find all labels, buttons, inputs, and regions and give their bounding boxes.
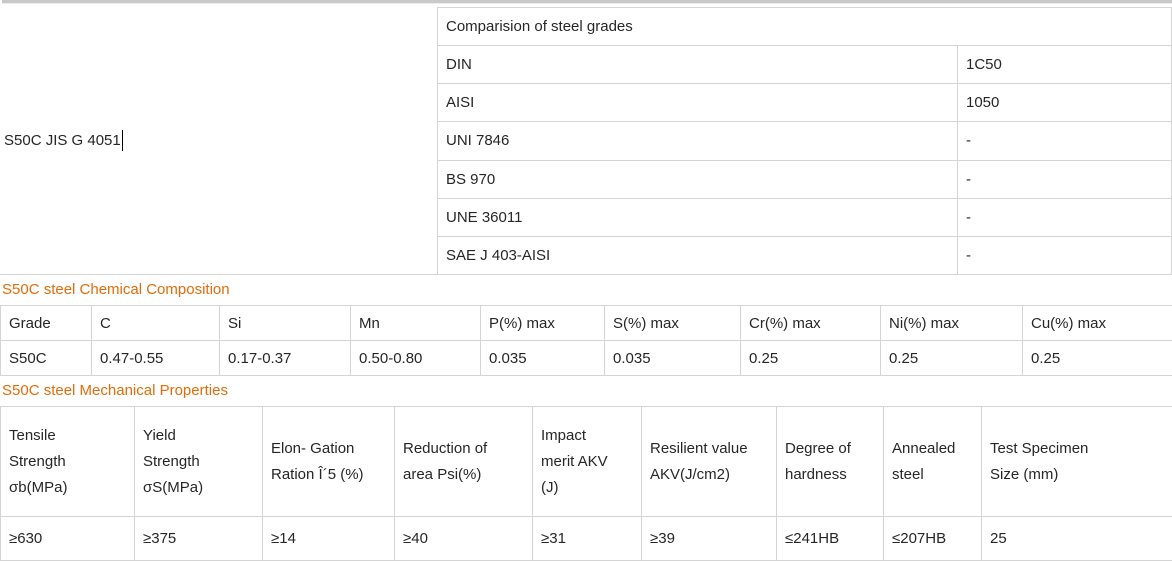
standard-label: UNE 36011 xyxy=(438,199,957,236)
table-header-cell: Si xyxy=(220,306,351,341)
top-edge-bar xyxy=(2,0,1172,4)
table-header-cell: Impact merit AKV (J) xyxy=(533,407,642,517)
standard-value: 1050 xyxy=(957,84,1171,121)
standard-label: AISI xyxy=(438,84,957,121)
standard-label: DIN xyxy=(438,46,957,83)
grades-table-title: Comparision of steel grades xyxy=(438,8,1171,45)
table-header-cell: Ni(%) max xyxy=(881,306,1023,341)
table-header-cell: Reduction of area Psi(%) xyxy=(395,407,533,517)
table-header-cell: Tensile Strength σb(MPa) xyxy=(1,407,135,517)
grade-name-cell[interactable]: S50C JIS G 4051 xyxy=(0,7,437,275)
standard-label: UNI 7846 xyxy=(438,122,957,159)
mechanical-properties-table: Tensile Strength σb(MPa) Yield Strength … xyxy=(0,406,1172,561)
table-cell: 0.47-0.55 xyxy=(92,341,220,376)
table-cell: 0.25 xyxy=(1023,341,1172,376)
table-header-cell: Cu(%) max xyxy=(1023,306,1172,341)
table-row: Grade C Si Mn P(%) max S(%) max Cr(%) ma… xyxy=(1,306,1172,341)
table-header-cell: Elon- Gation Ration Î´5 (%) xyxy=(263,407,395,517)
table-row: DIN 1C50 xyxy=(438,46,1171,84)
table-cell: 0.25 xyxy=(741,341,881,376)
chemical-composition-table: Grade C Si Mn P(%) max S(%) max Cr(%) ma… xyxy=(0,305,1172,376)
standard-label: BS 970 xyxy=(438,161,957,198)
table-cell: 0.035 xyxy=(481,341,605,376)
table-header-cell: Yield Strength σS(MPa) xyxy=(135,407,263,517)
table-header-cell: Test Specimen Size (mm) xyxy=(982,407,1172,517)
table-cell: 0.50-0.80 xyxy=(351,341,481,376)
table-row: Comparision of steel grades xyxy=(438,8,1171,46)
table-row: S50C 0.47-0.55 0.17-0.37 0.50-0.80 0.035… xyxy=(1,341,1172,376)
table-header-cell: Annealed steel xyxy=(884,407,982,517)
standard-value: - xyxy=(957,161,1171,198)
table-row: UNI 7846 - xyxy=(438,122,1171,160)
table-cell: S50C xyxy=(1,341,92,376)
text-caret xyxy=(122,130,124,151)
table-row: BS 970 - xyxy=(438,161,1171,199)
table-header-cell: Degree of hardness xyxy=(777,407,884,517)
standard-value: 1C50 xyxy=(957,46,1171,83)
standard-value: - xyxy=(957,237,1171,274)
table-row: UNE 36011 - xyxy=(438,199,1171,237)
table-cell: 0.17-0.37 xyxy=(220,341,351,376)
table-header-cell: C xyxy=(92,306,220,341)
table-header-cell: Resilient value AKV(J/cm2) xyxy=(642,407,777,517)
table-row: Tensile Strength σb(MPa) Yield Strength … xyxy=(1,407,1172,517)
standard-value: - xyxy=(957,199,1171,236)
table-header-cell: S(%) max xyxy=(605,306,741,341)
chemical-composition-heading: S50C steel Chemical Composition xyxy=(0,275,1172,305)
standard-value: - xyxy=(957,122,1171,159)
steel-grades-comparison-table: S50C JIS G 4051 Comparision of steel gra… xyxy=(0,7,1172,275)
grade-name-text: S50C JIS G 4051 xyxy=(4,132,121,149)
table-header-cell: Mn xyxy=(351,306,481,341)
grades-right-panel: Comparision of steel grades DIN 1C50 AIS… xyxy=(437,7,1172,275)
table-row: AISI 1050 xyxy=(438,84,1171,122)
table-cell: 0.25 xyxy=(881,341,1023,376)
table-header-cell: Grade xyxy=(1,306,92,341)
mechanical-properties-heading: S50C steel Mechanical Properties xyxy=(0,376,1172,406)
table-row: SAE J 403-AISI - xyxy=(438,237,1171,275)
table-header-cell: P(%) max xyxy=(481,306,605,341)
standard-label: SAE J 403-AISI xyxy=(438,237,957,274)
table-cell: 0.035 xyxy=(605,341,741,376)
table-header-cell: Cr(%) max xyxy=(741,306,881,341)
